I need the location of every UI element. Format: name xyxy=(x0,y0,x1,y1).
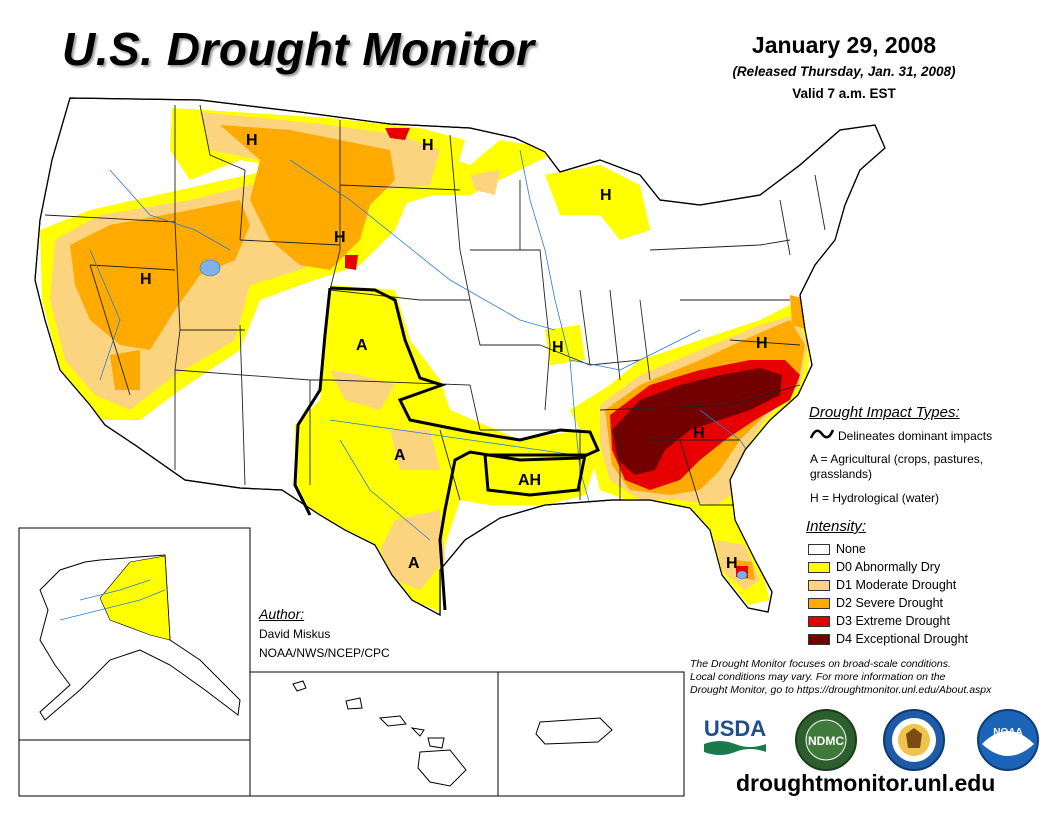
swatch-d4 xyxy=(808,633,830,645)
valid-time: Valid 7 a.m. EST xyxy=(792,86,896,101)
conus-outline xyxy=(34,97,886,617)
legend-d4: D4 Exceptional Drought xyxy=(808,630,968,648)
website-link[interactable]: droughtmonitor.unl.edu xyxy=(736,770,996,796)
legend-d2: D2 Severe Drought xyxy=(808,594,968,612)
hawaii-islands xyxy=(292,680,467,787)
rivers xyxy=(89,149,761,541)
label-h-south-dakota: H xyxy=(334,229,346,246)
usda-logo: USDA xyxy=(704,716,766,755)
impact-types-heading: Drought Impact Types: xyxy=(809,404,960,421)
hydrological-label: H = Hydrological (water) xyxy=(810,491,940,505)
label-h-florida: H xyxy=(726,555,738,572)
label-h-north-dakota: H xyxy=(422,137,434,154)
impact-line-southern-plains-west xyxy=(293,287,332,516)
alaska-rivers xyxy=(59,579,166,621)
note-line: Local conditions may vary. For more info… xyxy=(690,671,946,683)
map-date: January 29, 2008 xyxy=(751,32,937,58)
swatch-d3 xyxy=(808,615,830,627)
legend-label: D1 Moderate Drought xyxy=(836,578,957,592)
note-line[interactable]: Drought Monitor, go to https://droughtmo… xyxy=(690,684,992,696)
legend-d0: D0 Abnormally Dry xyxy=(808,558,968,576)
intensity-legend: None D0 Abnormally Dry D1 Moderate Droug… xyxy=(808,540,968,648)
label-h-virginia: H xyxy=(756,335,768,352)
impact-line-symbol xyxy=(810,429,834,439)
agricultural-label-cont: grasslands) xyxy=(810,467,873,481)
legend-label: D3 Extreme Drought xyxy=(836,614,950,628)
disclaimer-note: The Drought Monitor focuses on broad-sca… xyxy=(690,658,991,697)
impact-line-arkansas xyxy=(483,453,587,497)
usda-logo-text: USDA xyxy=(704,716,766,741)
label-ah-arkansas: AH xyxy=(518,472,541,489)
legend-label: None xyxy=(836,542,866,556)
puerto-rico-landmass xyxy=(535,717,613,745)
intensity-heading: Intensity: xyxy=(806,518,867,535)
release-date: (Released Thursday, Jan. 31, 2008) xyxy=(732,64,956,79)
author-name: David Miskus xyxy=(259,627,331,641)
label-a-oklahoma: A xyxy=(394,447,406,464)
legend-none: None xyxy=(808,540,968,558)
d4-areas xyxy=(612,368,782,475)
noaa-logo: NOAA xyxy=(977,709,1039,771)
label-h-michigan: H xyxy=(600,187,612,204)
legend-d3: D3 Extreme Drought xyxy=(808,612,968,630)
impact-line-southern-plains xyxy=(329,286,600,611)
legend-label: D4 Exceptional Drought xyxy=(836,632,969,646)
author-heading: Author: xyxy=(259,606,305,622)
agricultural-label: A = Agricultural (crops, pastures, xyxy=(810,452,984,466)
swatch-none xyxy=(808,543,830,555)
great-salt-lake xyxy=(199,259,221,277)
author-org: NOAA/NWS/NCEP/CPC xyxy=(259,646,390,660)
swatch-d2 xyxy=(808,597,830,609)
alaska-d0-area xyxy=(99,555,171,641)
state-boundaries xyxy=(44,104,826,506)
label-h-southeast: H xyxy=(693,425,705,442)
hawaii-inset-frame xyxy=(249,671,499,797)
label-a-kansas: A xyxy=(356,337,368,354)
ndmc-logo-text: NDMC xyxy=(808,734,844,748)
alaska-landmass xyxy=(39,554,241,721)
swatch-d0 xyxy=(808,561,830,573)
doc-seal-logo xyxy=(883,709,945,771)
label-h-illinois: H xyxy=(552,339,564,356)
label-h-montana: H xyxy=(246,132,258,149)
ndmc-logo: NDMC xyxy=(795,709,857,771)
lake-okeechobee xyxy=(736,570,748,580)
note-line: The Drought Monitor focuses on broad-sca… xyxy=(690,658,951,670)
swatch-d1 xyxy=(808,579,830,591)
label-h-nevada: H xyxy=(140,271,152,288)
label-a-texas: A xyxy=(408,555,420,572)
noaa-logo-text: NOAA xyxy=(993,727,1022,738)
legend-d1: D1 Moderate Drought xyxy=(808,576,968,594)
map-title: U.S. Drought Monitor xyxy=(62,23,535,75)
impact-line-label: Delineates dominant impacts xyxy=(838,429,993,443)
legend-label: D2 Severe Drought xyxy=(836,596,944,610)
legend-label: D0 Abnormally Dry xyxy=(836,560,941,574)
